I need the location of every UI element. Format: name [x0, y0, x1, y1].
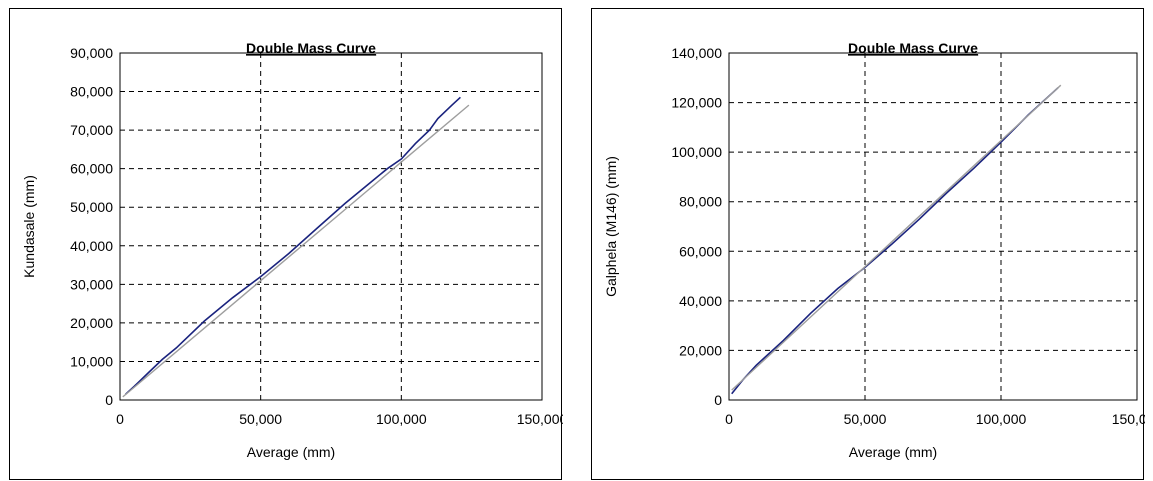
- y-tick-label: 120,000: [671, 95, 722, 111]
- series-line-observed: [125, 96, 461, 395]
- series-line-trend: [122, 104, 470, 398]
- x-tick-label: 50,000: [844, 411, 887, 427]
- y-tick-label: 20,000: [70, 315, 113, 331]
- y-tick-label: 70,000: [70, 122, 113, 138]
- chart-kundasale: 0 10,000 20,000 30,000 40,000 50,000 60,000 70,…: [21, 40, 563, 460]
- y-tick-label: 40,000: [679, 293, 722, 309]
- plot-area: [728, 52, 1138, 401]
- x-tick-label: 0: [725, 411, 733, 427]
- x-tick-label: 100,000: [376, 411, 427, 427]
- y-tick-label: 40,000: [70, 238, 113, 254]
- x-tick-label: 150,000: [517, 411, 563, 427]
- plot-area: [119, 52, 543, 401]
- y-axis-label: Kundasale (mm): [21, 175, 37, 278]
- y-tick-label: 50,000: [70, 199, 113, 215]
- series-line-trend: [731, 84, 1062, 391]
- y-tick-label: 60,000: [679, 243, 722, 259]
- x-tick-label: 50,000: [239, 411, 282, 427]
- x-tick-label: 100,000: [976, 411, 1027, 427]
- y-tick-label: 80,000: [70, 84, 113, 100]
- x-tick-label: 150,000: [1112, 411, 1145, 427]
- y-tick-label: 140,000: [671, 45, 722, 61]
- y-tick-label: 20,000: [679, 342, 722, 358]
- y-tick-label: 80,000: [679, 194, 722, 210]
- y-tick-label: 90,000: [70, 45, 113, 61]
- chart-galphela: 0 20,000 40,000 60,000 80,000 100,000 120,000 1…: [603, 40, 1145, 460]
- chart-panel-galphela: 0 20,000 40,000 60,000 80,000 100,000 120,000 1…: [591, 8, 1145, 480]
- y-axis-label: Galphela (M146) (mm): [603, 156, 619, 297]
- series-line-observed: [731, 87, 1059, 395]
- y-tick-label: 30,000: [70, 276, 113, 292]
- x-tick-label: 0: [116, 411, 124, 427]
- chart-title: Double Mass Curve: [246, 40, 376, 56]
- y-tick-label: 0: [105, 392, 113, 408]
- x-axis-label: Average (mm): [849, 444, 937, 460]
- y-tick-label: 10,000: [70, 353, 113, 369]
- y-tick-label: 60,000: [70, 161, 113, 177]
- x-axis-label: Average (mm): [247, 444, 335, 460]
- chart-title: Double Mass Curve: [848, 40, 978, 56]
- chart-panel-kundasale: 0 10,000 20,000 30,000 40,000 50,000 60,000 70,…: [9, 8, 563, 480]
- y-tick-label: 100,000: [671, 144, 722, 160]
- y-tick-label: 0: [714, 392, 722, 408]
